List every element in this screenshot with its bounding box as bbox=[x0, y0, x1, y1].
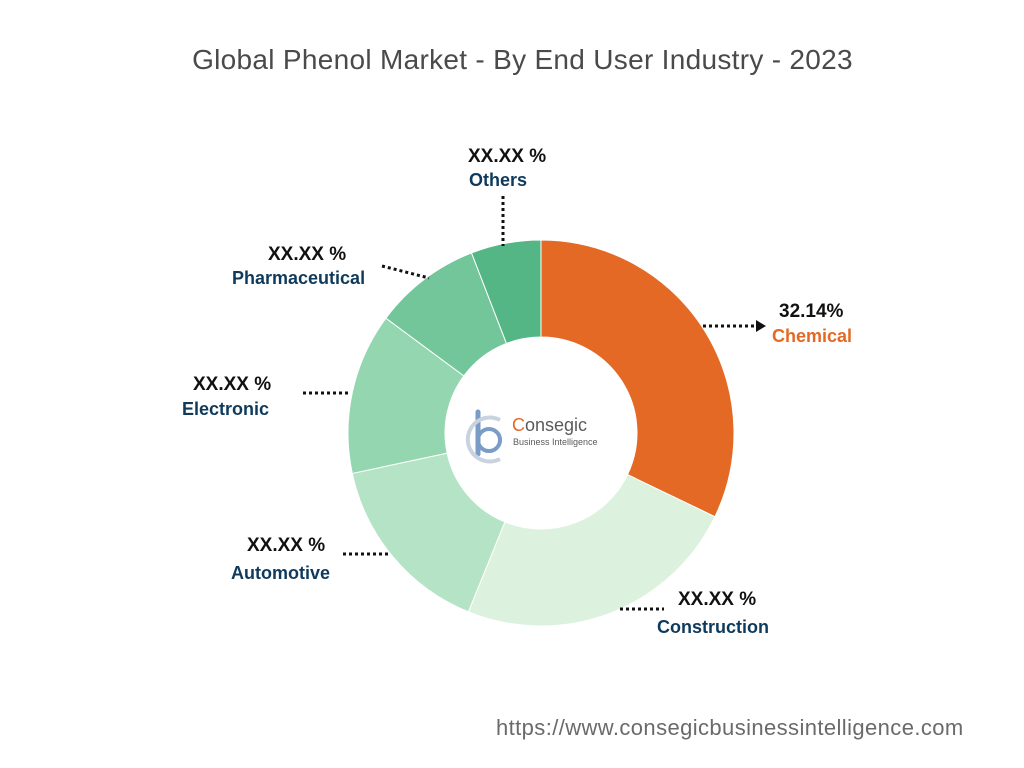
pct-label-automotive: XX.XX % bbox=[247, 535, 326, 556]
category-label-pharmaceutical: Pharmaceutical bbox=[232, 268, 366, 288]
logo-tagline: Business Intelligence bbox=[513, 437, 598, 447]
category-label-others: Others bbox=[469, 170, 528, 190]
category-label-chemical: Chemical bbox=[772, 326, 853, 346]
category-label-automotive: Automotive bbox=[231, 563, 330, 583]
pct-label-construction: XX.XX % bbox=[678, 589, 757, 610]
logo-name: Consegic bbox=[512, 415, 587, 435]
leader-arrow-chemical bbox=[756, 320, 766, 332]
leader-line-pharmaceutical bbox=[381, 264, 430, 280]
pct-label-others: XX.XX % bbox=[468, 146, 547, 167]
pct-label-chemical: 32.14% bbox=[779, 301, 844, 322]
slice-chemical bbox=[540, 239, 735, 518]
category-label-construction: Construction bbox=[657, 617, 769, 637]
pct-label-pharmaceutical: XX.XX % bbox=[268, 244, 347, 265]
pct-label-electronic: XX.XX % bbox=[193, 374, 272, 395]
bc-logo-icon bbox=[465, 409, 502, 464]
slice-construction bbox=[467, 473, 716, 627]
chart-title: Global Phenol Market - By End User Indus… bbox=[192, 44, 853, 75]
slice-automotive bbox=[351, 452, 506, 613]
center-logo: Consegic Business Intelligence bbox=[465, 409, 598, 464]
source-url[interactable]: https://www.consegicbusinessintelligence… bbox=[496, 715, 964, 740]
slice-electronic bbox=[347, 317, 465, 475]
slice-others bbox=[470, 239, 542, 345]
category-label-electronic: Electronic bbox=[182, 399, 270, 419]
